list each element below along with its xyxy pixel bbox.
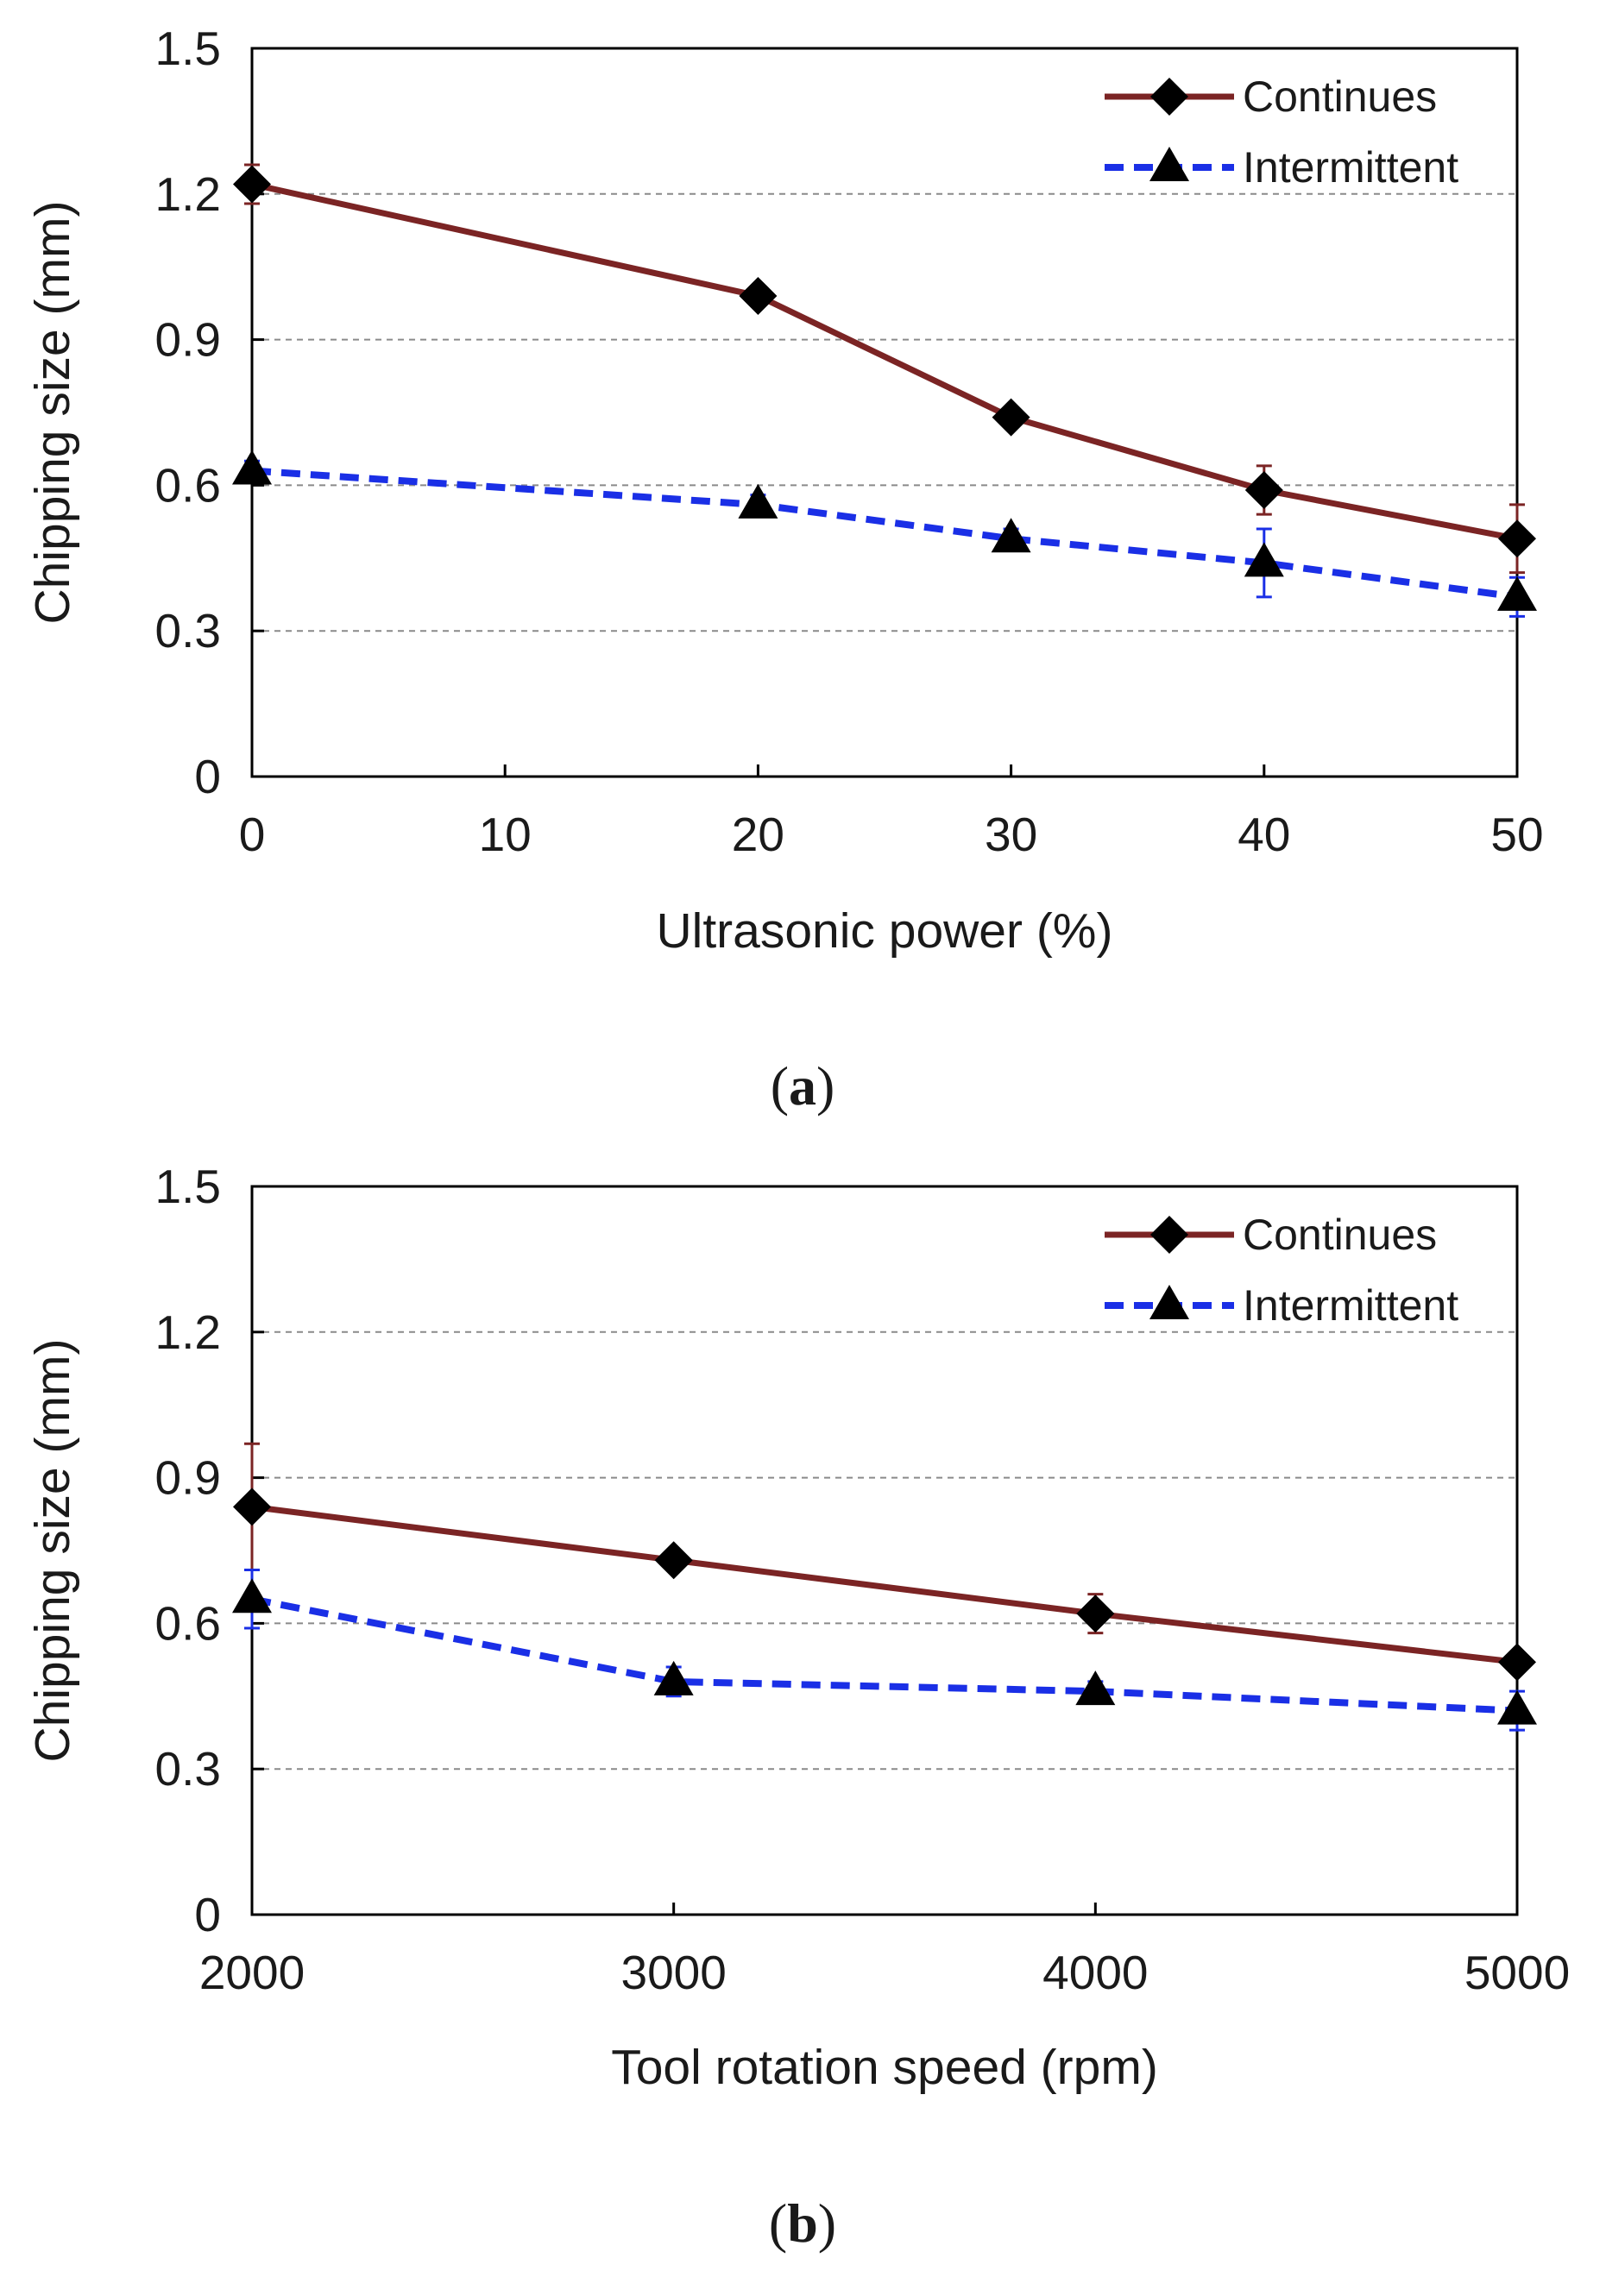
- series-intermittent-a: [232, 450, 1537, 618]
- legend-a: Continues Intermittent: [1105, 72, 1458, 192]
- data-point-intermittent-a-1: [738, 483, 778, 519]
- data-point-intermittent-b-3: [1497, 1689, 1537, 1725]
- y-tick-label-b-5: 1.5: [155, 1160, 221, 1213]
- x-tick-label-a-4: 40: [1238, 808, 1290, 861]
- data-point-intermittent-b-2: [1075, 1670, 1116, 1706]
- x-tick-labels-b: 2000 3000 4000 5000: [199, 1946, 1570, 1999]
- x-tick-labels-a: 0 10 20 30 40 50: [239, 808, 1544, 861]
- y-axis-title-a: Chipping size (mm): [25, 201, 80, 625]
- caption-b: (b): [769, 2192, 836, 2254]
- x-axis-title-a: Ultrasonic power (%): [657, 903, 1113, 959]
- caption-a-letter: a: [789, 1055, 816, 1117]
- gridlines-b: [252, 1330, 1517, 1771]
- data-point-continues-b-3: [1498, 1643, 1536, 1682]
- legend-label-intermittent-b: Intermittent: [1243, 1281, 1458, 1330]
- series-layer-b: [232, 1442, 1537, 1732]
- x-tick-label-a-2: 20: [732, 808, 784, 861]
- data-point-continues-a-1: [739, 276, 778, 315]
- plot-area-border-a: [250, 47, 1519, 778]
- x-tick-label-a-1: 10: [479, 808, 532, 861]
- data-point-intermittent-a-2: [991, 518, 1031, 553]
- x-axis-title-b: Tool rotation speed (rpm): [611, 2040, 1158, 2095]
- legend-marker-continues-a: [1150, 78, 1188, 116]
- y-axis-title-b: Chipping size (mm): [25, 1339, 80, 1763]
- legend-marker-continues-b: [1150, 1216, 1188, 1254]
- caption-a: (a): [771, 1055, 835, 1117]
- series-continues-b: [233, 1442, 1536, 1682]
- x-tick-label-b-2: 4000: [1042, 1946, 1148, 1999]
- plot-frame-a: [250, 47, 1519, 778]
- series-layer-a: [232, 163, 1537, 618]
- x-tick-label-b-3: 5000: [1464, 1946, 1570, 1999]
- series-line-intermittent-a: [251, 467, 1518, 601]
- data-point-intermittent-b-0: [232, 1578, 272, 1613]
- legend-marker-intermittent-b: [1149, 1285, 1189, 1319]
- x-tick-label-b-1: 3000: [620, 1946, 726, 1999]
- y-tick-label-a-2: 0.6: [155, 458, 221, 512]
- y-tick-label-b-4: 1.2: [155, 1305, 221, 1359]
- series-continues-a: [233, 163, 1536, 575]
- y-tick-label-a-5: 1.5: [155, 22, 221, 75]
- gridlines-a: [252, 192, 1517, 632]
- y-tick-labels-a: 0 0.3 0.6 0.9 1.2 1.5: [155, 22, 221, 803]
- data-point-intermittent-b-1: [653, 1660, 694, 1695]
- legend-b: Continues Intermittent: [1105, 1211, 1458, 1330]
- y-tick-label-a-3: 0.9: [155, 313, 221, 367]
- y-tick-label-b-3: 0.9: [155, 1451, 221, 1505]
- x-tick-label-a-5: 50: [1490, 808, 1543, 861]
- data-point-continues-b-0: [233, 1488, 271, 1526]
- chart-panel-a: 0 0.3 0.6 0.9 1.2 1.5 0 10 20 30 40 50 Ultrasonic …: [25, 22, 1544, 1117]
- caption-b-letter: b: [787, 2192, 818, 2254]
- data-point-continues-a-2: [992, 398, 1030, 437]
- legend-label-intermittent-a: Intermittent: [1243, 143, 1458, 192]
- data-point-continues-a-0: [233, 165, 271, 204]
- legend-marker-intermittent-a: [1149, 147, 1189, 181]
- data-point-continues-b-2: [1076, 1595, 1115, 1633]
- x-tick-label-a-0: 0: [239, 808, 266, 861]
- y-tick-label-a-0: 0: [194, 750, 221, 803]
- data-point-intermittent-a-3: [1244, 542, 1284, 577]
- data-point-continues-a-3: [1244, 471, 1283, 510]
- data-point-continues-a-4: [1498, 519, 1536, 558]
- y-tick-label-a-1: 0.3: [155, 604, 221, 657]
- data-point-intermittent-a-4: [1497, 576, 1537, 611]
- series-line-continues-b: [251, 1503, 1518, 1665]
- data-point-intermittent-a-0: [232, 450, 272, 485]
- series-intermittent-b: [232, 1569, 1537, 1732]
- data-point-continues-b-1: [654, 1541, 693, 1580]
- y-tick-label-b-1: 0.3: [155, 1742, 221, 1796]
- y-tick-label-a-4: 1.2: [155, 167, 221, 221]
- legend-label-continues-b: Continues: [1243, 1211, 1437, 1259]
- chart-panel-b: 0 0.3 0.6 0.9 1.2 1.5 2000 3000 4000 5000 Tool r…: [25, 1160, 1570, 2254]
- series-line-intermittent-b: [251, 1595, 1518, 1714]
- x-tick-label-b-0: 2000: [199, 1946, 305, 1999]
- y-tick-label-b-0: 0: [194, 1888, 221, 1941]
- y-tick-label-b-2: 0.6: [155, 1596, 221, 1650]
- y-tick-labels-b: 0 0.3 0.6 0.9 1.2 1.5: [155, 1160, 221, 1941]
- x-tick-label-a-3: 30: [985, 808, 1037, 861]
- legend-label-continues-a: Continues: [1243, 72, 1437, 121]
